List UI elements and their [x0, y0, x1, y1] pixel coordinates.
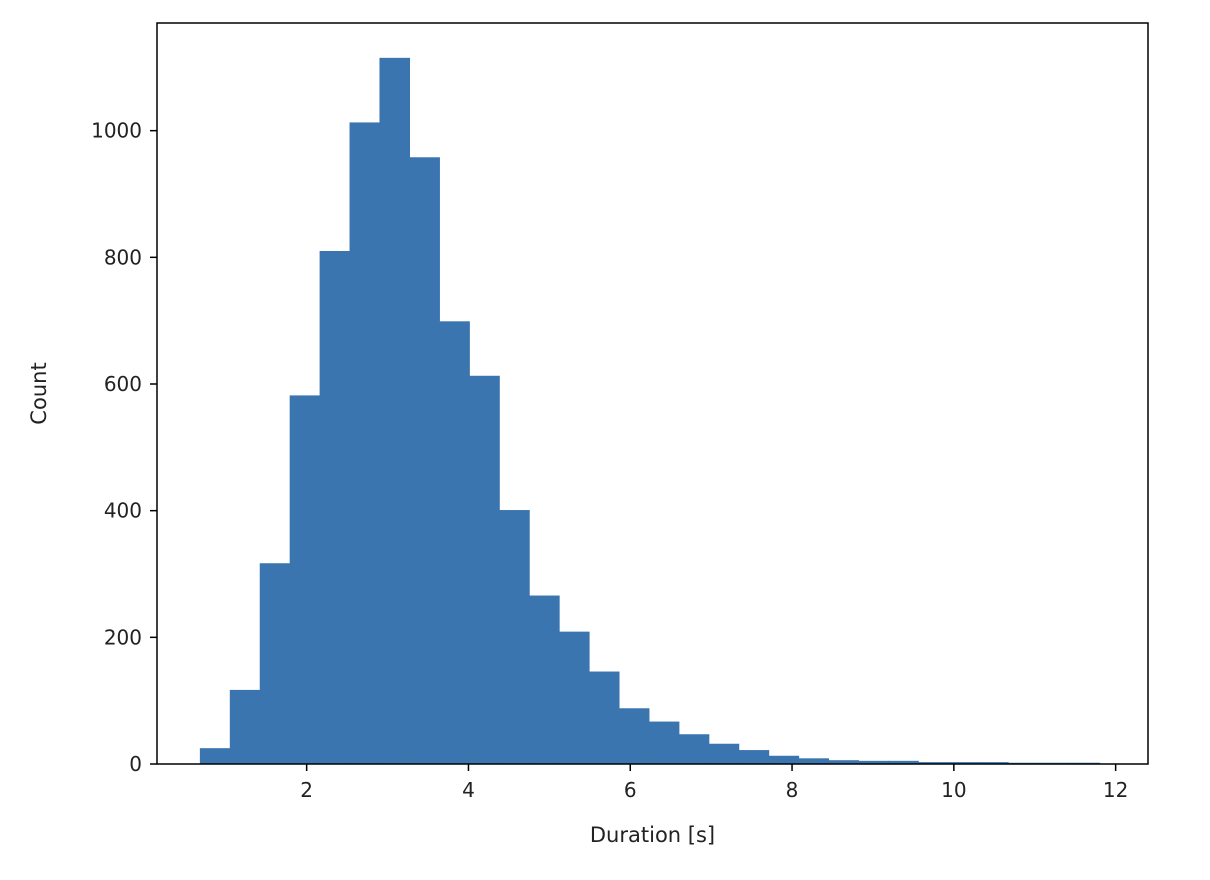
- y-axis-ticks: 0 200 400 600 800 1000: [91, 119, 157, 776]
- histogram-bar-5: [349, 122, 381, 764]
- histogram-bar-23: [888, 760, 919, 764]
- x-tick-label-5: 12: [1103, 778, 1128, 802]
- y-tick-label-3: 600: [104, 372, 142, 396]
- histogram-bar-7: [409, 157, 440, 764]
- histogram-bar-15: [648, 721, 680, 764]
- x-axis-ticks: 2 4 6 8 10 12: [300, 764, 1128, 802]
- histogram-bar-17: [708, 743, 740, 764]
- histogram-bar-21: [828, 760, 859, 764]
- histogram-bar-19: [768, 755, 800, 764]
- x-axis-label: Duration [s]: [590, 823, 715, 847]
- histogram-bar-18: [738, 750, 770, 764]
- plot-frame: [156, 22, 1149, 765]
- y-tick-label-5: 1000: [91, 119, 142, 143]
- histogram-bar-20: [798, 758, 830, 764]
- histogram-bar-11: [529, 595, 560, 764]
- histogram-bar-9: [469, 375, 500, 764]
- histogram-bar-10: [499, 510, 530, 764]
- x-tick-label-3: 8: [786, 778, 799, 802]
- histogram-bar-16: [678, 734, 710, 764]
- x-tick-label-4: 10: [941, 778, 966, 802]
- histogram-bar-0: [199, 748, 231, 764]
- histogram-bar-12: [559, 631, 590, 764]
- histogram-bar-6: [379, 57, 411, 765]
- y-tick-label-4: 800: [104, 245, 142, 269]
- histogram-bar-22: [858, 760, 889, 764]
- histogram-bar-25: [948, 762, 979, 764]
- histogram-bar-3: [289, 395, 321, 764]
- y-tick-label-2: 400: [104, 499, 142, 523]
- histogram-bar-1: [229, 689, 261, 764]
- y-tick-label-0: 0: [129, 752, 142, 776]
- x-tick-label-2: 6: [624, 778, 637, 802]
- x-tick-label-0: 2: [300, 778, 313, 802]
- histogram-bar-26: [978, 762, 1009, 764]
- y-axis-label: Count: [27, 362, 51, 424]
- histogram-bar-14: [618, 708, 650, 764]
- histogram-bar-4: [319, 251, 351, 764]
- histogram-bar-8: [439, 321, 470, 764]
- histogram-bar-24: [918, 762, 949, 764]
- histogram-bar-13: [588, 671, 620, 764]
- histogram-bars: [199, 57, 1101, 765]
- x-tick-label-1: 4: [462, 778, 475, 802]
- y-tick-label-1: 200: [104, 625, 142, 649]
- histogram-bar-2: [259, 563, 291, 764]
